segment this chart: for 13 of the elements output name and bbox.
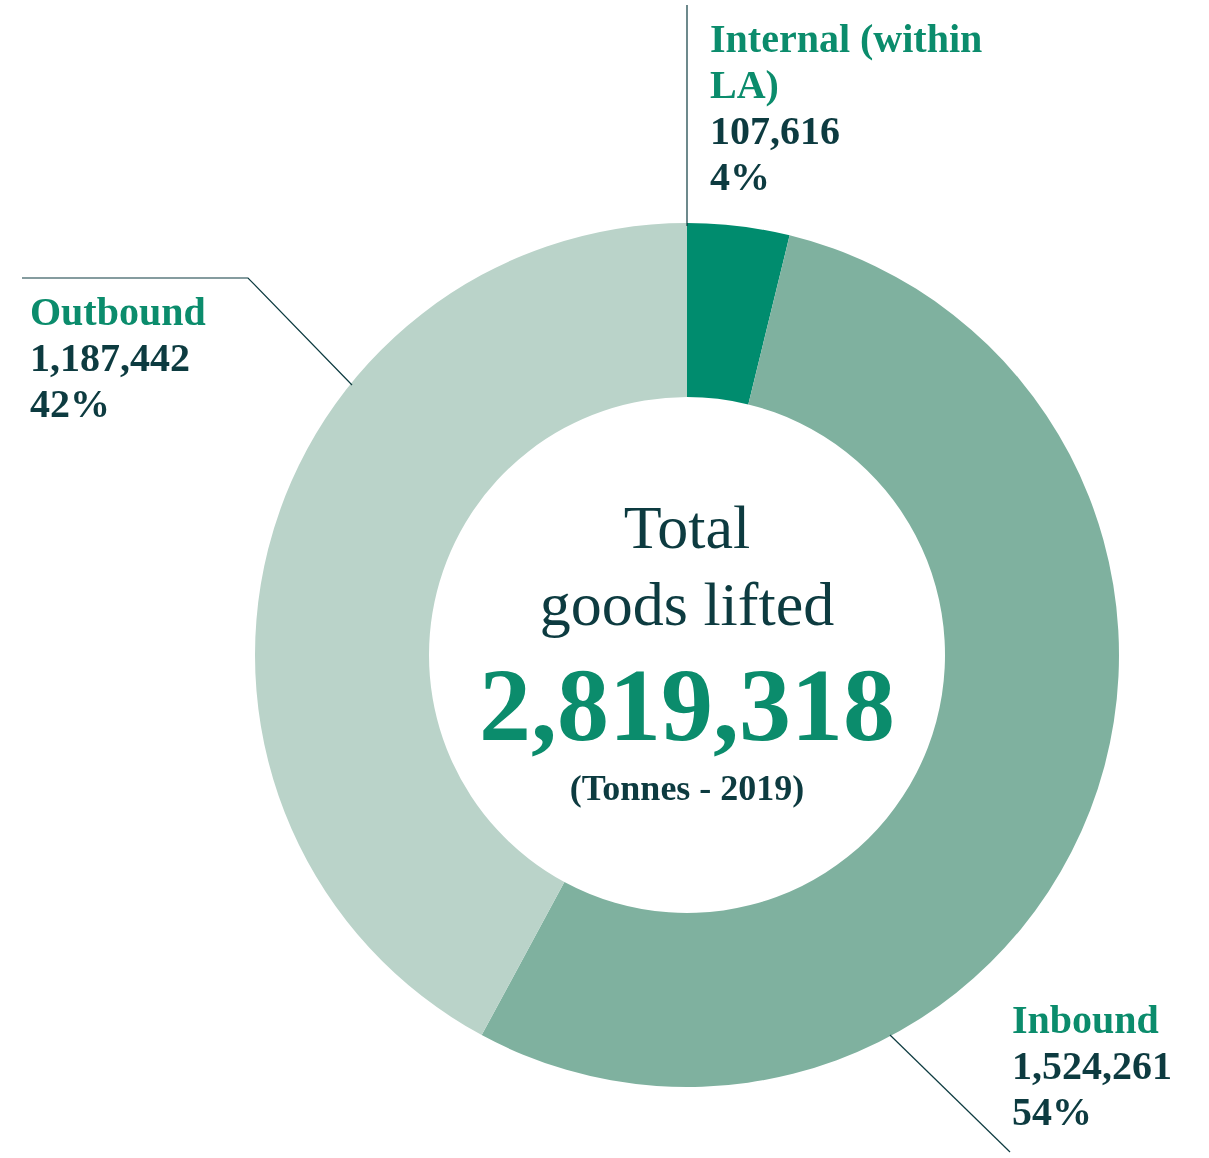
slice-label: Inbound bbox=[1012, 997, 1159, 1042]
text: 2,819,318 bbox=[479, 647, 895, 762]
text: 4% bbox=[710, 154, 770, 199]
text: 54% bbox=[1012, 1089, 1092, 1134]
data-label: 1,187,442 bbox=[30, 335, 190, 380]
data-label: 1,524,261 bbox=[1012, 1043, 1172, 1088]
slice-label: Outbound bbox=[30, 289, 206, 334]
data-label: 107,616 bbox=[710, 108, 840, 153]
text: (Tonnes - 2019) bbox=[569, 768, 805, 808]
text: Total goods lifted bbox=[539, 493, 835, 638]
text: 42% bbox=[30, 381, 110, 426]
donut-slice bbox=[687, 223, 790, 405]
slice-label: Internal (within LA) bbox=[710, 16, 983, 107]
